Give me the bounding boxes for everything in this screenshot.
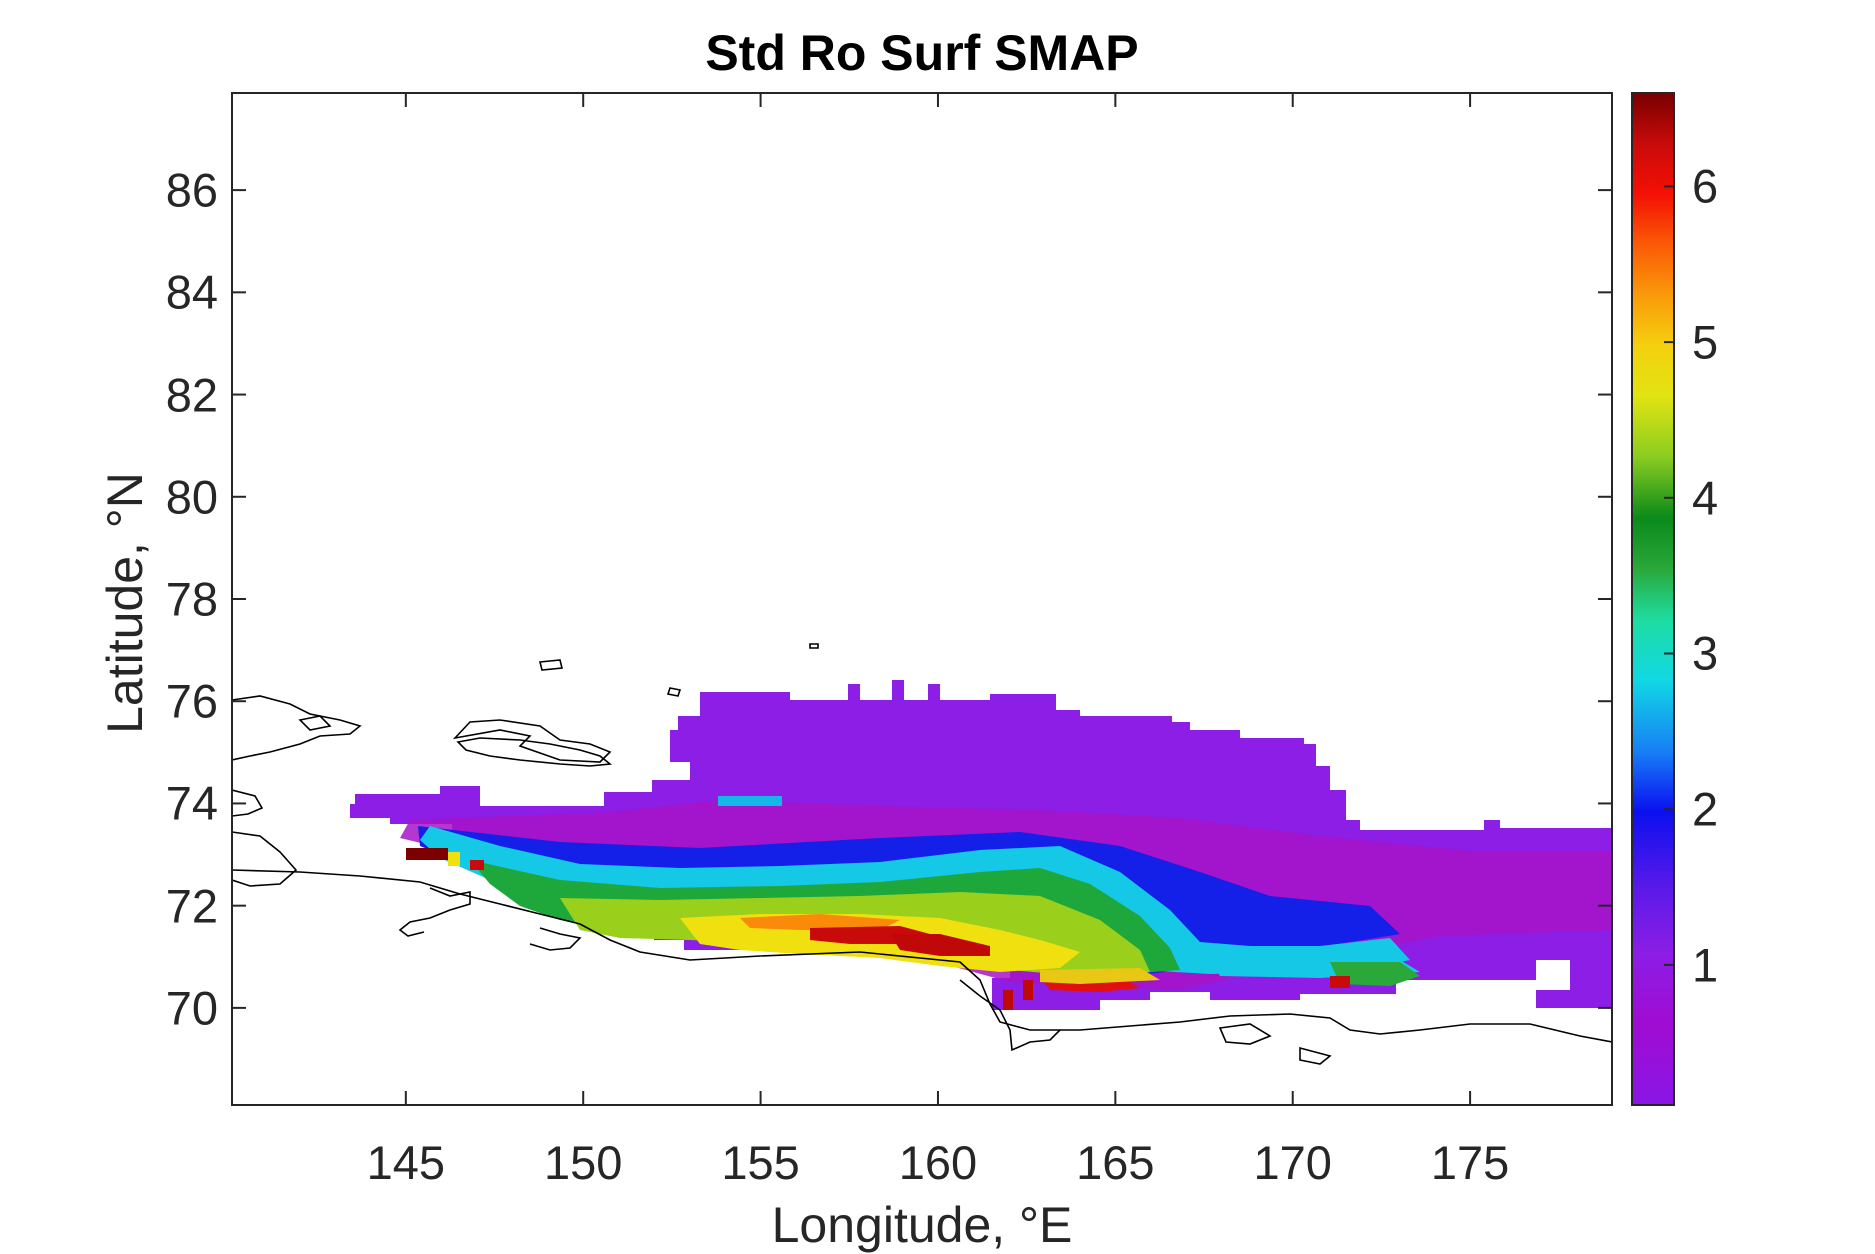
coastline-delta — [398, 887, 471, 937]
coastline-delta-2 — [529, 927, 582, 951]
heatmap-layer — [350, 680, 1612, 1010]
coastline-island-6 — [456, 737, 613, 767]
colorbar-tick-label: 5 — [1692, 315, 1719, 369]
coastline-lake-2 — [1299, 1046, 1332, 1065]
x-tick-label: 145 — [366, 1136, 446, 1189]
heatmap-south-red-dots — [1003, 980, 1033, 1010]
y-tick-label: 80 — [165, 470, 218, 524]
x-tick-label: 150 — [543, 1136, 623, 1189]
heatmap-east-green-strip — [1330, 962, 1420, 986]
y-tick-label: 72 — [165, 879, 218, 933]
x-tick-label: 160 — [898, 1136, 978, 1189]
coastline-mainland — [232, 869, 1612, 1043]
coastline-lake-1 — [1218, 1023, 1272, 1045]
colorbar-tick-label: 4 — [1692, 471, 1719, 525]
chart-title: Std Ro Surf SMAP — [705, 25, 1139, 81]
colorbar-tick-marks — [1664, 185, 1674, 966]
colorbar-tick-label: 1 — [1692, 938, 1719, 992]
colorbar-tick-label: 6 — [1692, 159, 1719, 213]
coastline-island-3 — [298, 715, 332, 731]
coastline-island-9 — [809, 643, 819, 649]
tick-marks — [232, 93, 1612, 1105]
coastline-island-8 — [666, 687, 682, 697]
y-tick-label: 76 — [165, 674, 218, 728]
coastline-island-new-siberia-1 — [452, 719, 612, 763]
heatmap-west-darkred-spot — [406, 848, 448, 860]
heatmap-west-red-spot — [470, 860, 484, 870]
colorbar-tick-label: 2 — [1692, 782, 1719, 836]
y-tick-label: 70 — [165, 981, 218, 1035]
y-tick-label: 74 — [165, 776, 218, 830]
x-tick-label: 155 — [721, 1136, 800, 1189]
heatmap-east-red-strip — [1330, 976, 1350, 988]
y-tick-label: 78 — [165, 572, 218, 626]
y-tick-label: 86 — [165, 163, 218, 217]
heatmap-cyan-spot-north — [718, 796, 782, 806]
x-axis-label: Longitude, °E — [771, 1197, 1073, 1253]
coastline-island-4 — [232, 789, 264, 817]
heatmap-west-yellow-spot — [448, 852, 460, 866]
x-tick-label: 175 — [1430, 1136, 1510, 1189]
y-tick-label: 84 — [165, 265, 218, 319]
coastline-layer — [232, 643, 1612, 1065]
colorbar — [1631, 92, 1675, 1106]
x-tick-label: 170 — [1253, 1136, 1332, 1189]
coastline-island-new-siberia-2 — [232, 695, 362, 761]
coastline-island-5 — [232, 831, 298, 887]
colorbar-tick-label: 3 — [1692, 626, 1719, 680]
heatmap-red-strip-2 — [890, 934, 990, 956]
coastline-kolyma-delta — [959, 979, 1061, 1052]
y-tick-label: 82 — [165, 368, 218, 422]
coastline-island-7 — [538, 659, 564, 671]
x-tick-label: 165 — [1076, 1136, 1155, 1189]
y-axis-label: Latitude, °N — [97, 472, 153, 734]
heatmap-east-yellow-strip — [1040, 968, 1160, 984]
heatmap-orange-strip — [740, 914, 900, 930]
